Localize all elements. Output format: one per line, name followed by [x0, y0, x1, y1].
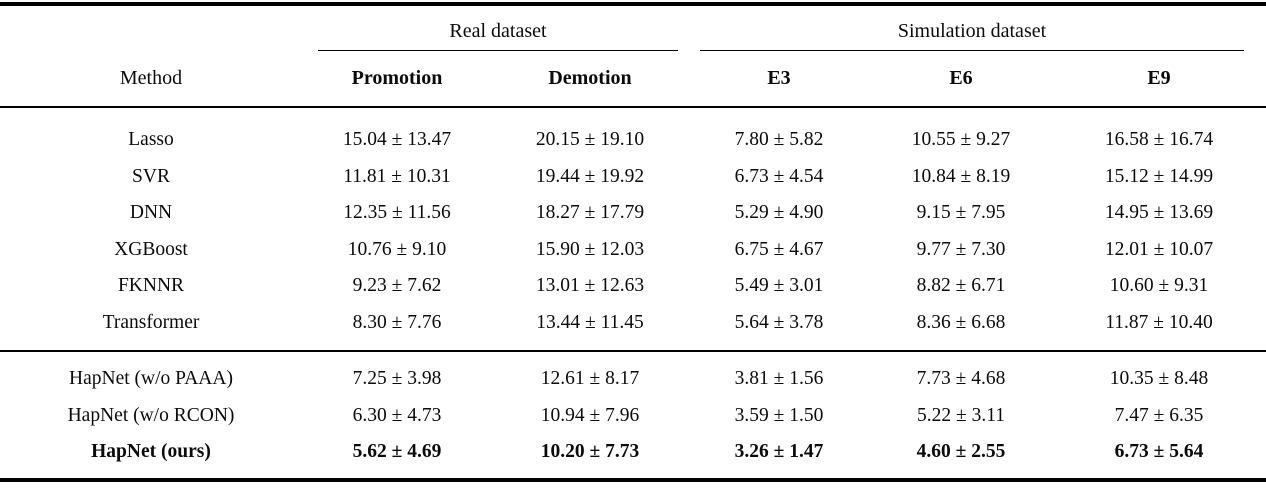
table-row: SVR 11.81 ± 10.31 19.44 ± 19.92 6.73 ± 4.54… [0, 159, 1266, 196]
value-cell: 6.73 ± 5.64 [1114, 441, 1204, 462]
table-row: HapNet (ours) 5.62 ± 4.69 10.20 ± 7.73 3.26… [0, 434, 1266, 480]
value-cell: 9.77 ± 7.30 [916, 238, 1006, 260]
col-group-real-label: Real dataset [449, 20, 547, 42]
simulation-dataset-group-rule: Simulation dataset [700, 20, 1245, 51]
col-header-promotion: Promotion [302, 51, 492, 108]
value-cell: 7.80 ± 5.82 [734, 129, 824, 150]
value-cell: 5.29 ± 4.90 [734, 202, 824, 223]
col-header-e9: E9 [1052, 51, 1266, 108]
value-cell: 15.12 ± 14.99 [1104, 165, 1214, 187]
table-row: HapNet (w/o RCON) 6.30 ± 4.73 10.94 ± 7.96… [0, 398, 1266, 435]
value-cell: 10.35 ± 8.48 [1109, 368, 1209, 389]
value-cell: 10.20 ± 7.73 [540, 441, 640, 462]
value-cell: 20.15 ± 19.10 [535, 129, 645, 150]
value-cell: 4.60 ± 2.55 [916, 441, 1006, 462]
table-row: DNN 12.35 ± 11.56 18.27 ± 17.79 5.29 ± 4.90… [0, 195, 1266, 232]
value-cell: 10.84 ± 8.19 [911, 165, 1011, 187]
value-cell: 8.36 ± 6.68 [916, 311, 1006, 333]
value-cell: 11.87 ± 10.40 [1105, 311, 1213, 333]
value-cell: 13.01 ± 12.63 [535, 275, 645, 296]
method-cell: Lasso [128, 129, 174, 150]
col-header-demotion: Demotion [492, 51, 688, 108]
value-cell: 3.26 ± 1.47 [734, 441, 824, 462]
value-cell: 7.47 ± 6.35 [1114, 404, 1204, 426]
table-row: XGBoost 10.76 ± 9.10 15.90 ± 12.03 6.75 ± 4… [0, 232, 1266, 269]
col-header-e3: E3 [688, 51, 870, 108]
real-dataset-group-rule: Real dataset [318, 20, 678, 51]
value-cell: 10.94 ± 7.96 [540, 404, 640, 426]
method-cell: HapNet (w/o PAAA) [69, 368, 233, 389]
table-row: Lasso 15.04 ± 13.47 20.15 ± 19.10 7.80 ± 5.… [0, 107, 1266, 159]
method-cell: DNN [129, 202, 173, 223]
method-cell: FKNNR [117, 275, 185, 296]
value-cell: 8.82 ± 6.71 [916, 275, 1006, 296]
value-cell: 3.81 ± 1.56 [734, 368, 824, 389]
col-group-simulation-dataset: Simulation dataset [688, 4, 1266, 51]
value-cell: 6.30 ± 4.73 [352, 404, 442, 426]
corner-cell [0, 4, 302, 51]
value-cell: 10.55 ± 9.27 [911, 129, 1011, 150]
column-header-row: Method Promotion Demotion E3 E6 E9 [0, 51, 1266, 108]
value-cell: 12.01 ± 10.07 [1104, 238, 1214, 260]
table-row: HapNet (w/o PAAA) 7.25 ± 3.98 12.61 ± 8.17… [0, 351, 1266, 398]
method-cell: HapNet (w/o RCON) [67, 404, 235, 426]
value-cell: 7.73 ± 4.68 [916, 368, 1006, 389]
hapnet-methods-section: HapNet (w/o PAAA) 7.25 ± 3.98 12.61 ± 8.17… [0, 351, 1266, 480]
value-cell: 19.44 ± 19.92 [535, 165, 645, 187]
value-cell: 12.35 ± 11.56 [343, 202, 451, 223]
method-cell: Transformer [102, 311, 200, 333]
value-cell: 10.60 ± 9.31 [1109, 275, 1209, 296]
value-cell: 5.64 ± 3.78 [734, 311, 824, 333]
table-header: Real dataset Simulation dataset Method P… [0, 4, 1266, 108]
column-group-row: Real dataset Simulation dataset [0, 4, 1266, 51]
value-cell: 5.22 ± 3.11 [917, 404, 1005, 426]
value-cell: 5.49 ± 3.01 [734, 275, 824, 296]
value-cell: 15.90 ± 12.03 [535, 238, 645, 260]
value-cell: 15.04 ± 13.47 [342, 129, 452, 150]
value-cell: 18.27 ± 17.79 [535, 202, 645, 223]
value-cell: 9.15 ± 7.95 [916, 202, 1006, 223]
value-cell: 9.23 ± 7.62 [352, 275, 442, 296]
table-row: FKNNR 9.23 ± 7.62 13.01 ± 12.63 5.49 ± 3.01… [0, 268, 1266, 305]
col-group-simulation-label: Simulation dataset [897, 20, 1047, 42]
value-cell: 7.25 ± 3.98 [352, 368, 442, 389]
value-cell: 8.30 ± 7.76 [352, 311, 442, 333]
col-group-real-dataset: Real dataset [302, 4, 688, 51]
method-cell: HapNet (ours) [91, 441, 211, 462]
value-cell: 6.75 ± 4.67 [734, 238, 824, 260]
value-cell: 6.73 ± 4.54 [734, 165, 824, 187]
col-header-e6: E6 [870, 51, 1052, 108]
value-cell: 10.76 ± 9.10 [347, 238, 447, 260]
baseline-methods-section: Lasso 15.04 ± 13.47 20.15 ± 19.10 7.80 ± 5.… [0, 107, 1266, 351]
col-header-method: Method [0, 51, 302, 108]
table-row: Transformer 8.30 ± 7.76 13.44 ± 11.45 5.64 … [0, 305, 1266, 352]
method-cell: XGBoost [114, 238, 188, 260]
value-cell: 12.61 ± 8.17 [540, 368, 640, 389]
value-cell: 3.59 ± 1.50 [734, 404, 824, 426]
value-cell: 5.62 ± 4.69 [352, 441, 442, 462]
value-cell: 16.58 ± 16.74 [1104, 129, 1214, 150]
value-cell: 13.44 ± 11.45 [536, 311, 644, 333]
method-cell: SVR [132, 165, 170, 187]
value-cell: 11.81 ± 10.31 [343, 165, 451, 187]
value-cell: 14.95 ± 13.69 [1104, 202, 1214, 223]
